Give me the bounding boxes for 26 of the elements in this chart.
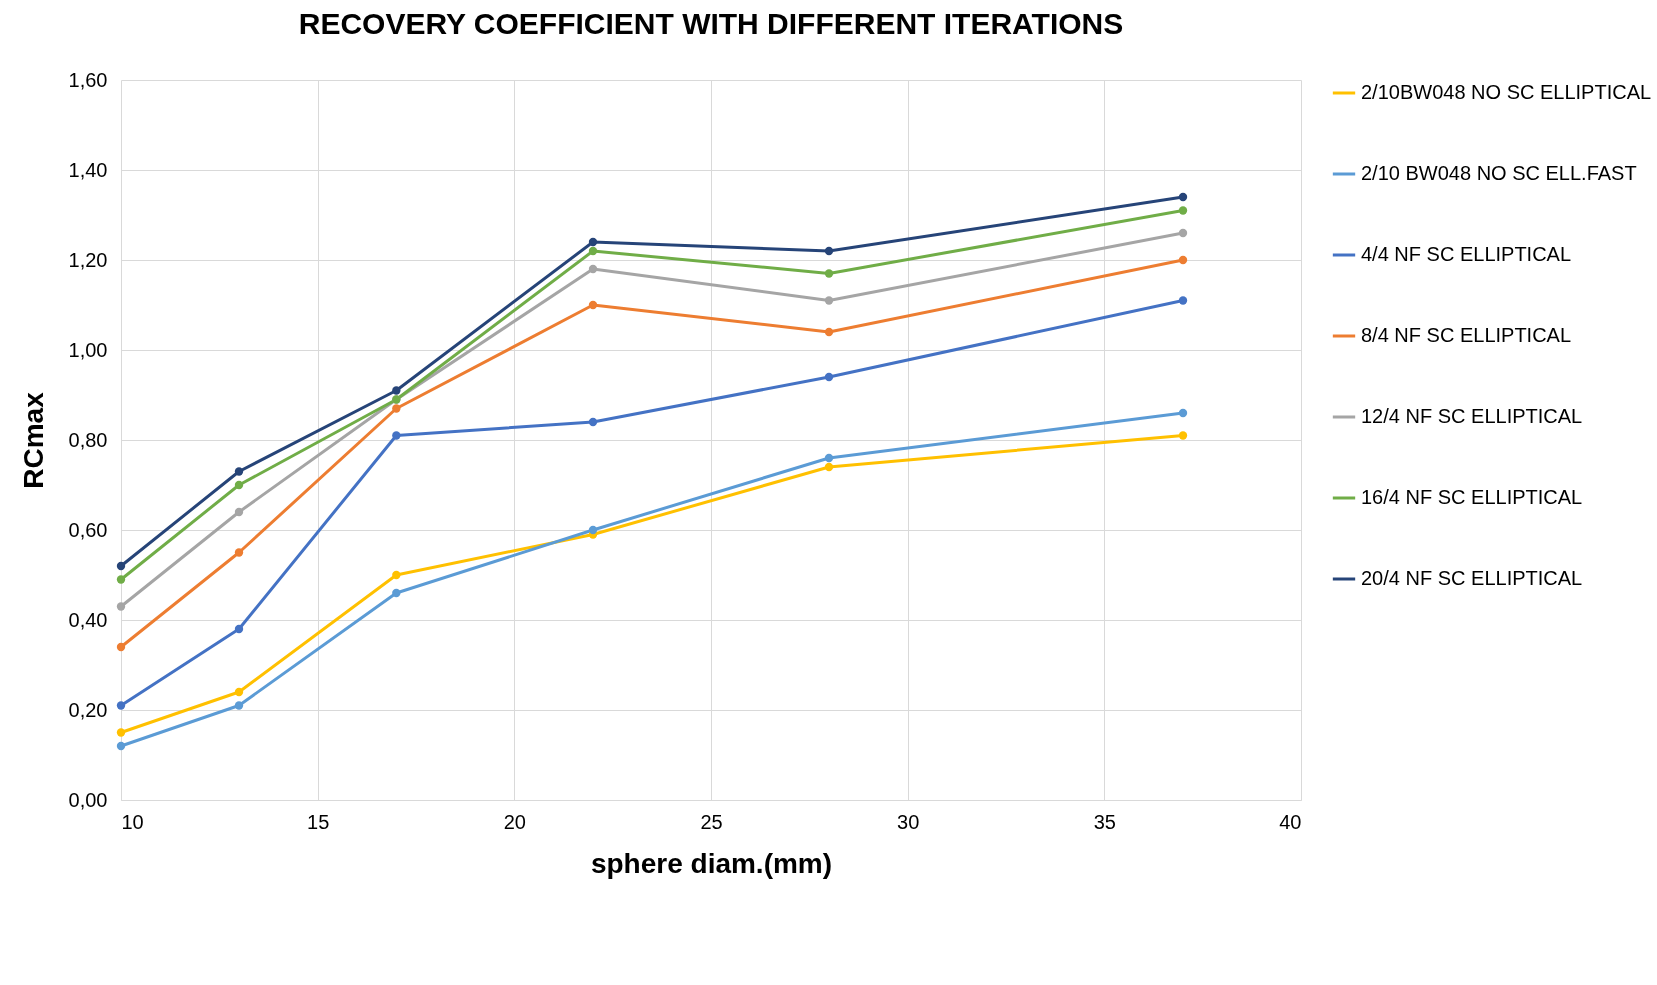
x-axis-title: sphere diam.(mm) [590,847,833,879]
x-tick-label: 25 [700,810,723,833]
y-tick-label: 0,40 [68,608,108,631]
y-tick-label: 1,60 [68,68,108,91]
x-tick-label: 40 [1279,810,1302,833]
x-tick-label: 10 [121,810,144,833]
x-tick-label: 15 [307,810,330,833]
y-tick-label: 0,80 [68,428,108,451]
y-axis-title: RCmax [17,391,49,489]
legend-label: 2/10 BW048 NO SC ELL.FAST [1361,162,1637,184]
y-tick-label: 0,00 [68,788,108,811]
legend-label: 4/4 NF SC ELLIPTICAL [1361,243,1572,265]
y-tick-label: 0,20 [68,698,108,721]
y-tick-label: 1,00 [68,338,108,361]
legend-label: 8/4 NF SC ELLIPTICAL [1361,324,1572,346]
x-tick-label: 35 [1093,810,1116,833]
legend-label: 16/4 NF SC ELLIPTICAL [1361,486,1583,508]
y-tick-label: 1,40 [68,158,108,181]
x-tick-label: 30 [897,810,920,833]
legend-label: 20/4 NF SC ELLIPTICAL [1361,567,1583,589]
y-tick-label: 1,20 [68,248,108,271]
chart-title: RECOVERY COEFFICIENT WITH DIFFERENT ITERATIONS [298,7,1124,40]
x-tick-label: 20 [503,810,526,833]
legend-label: 2/10BW048 NO SC ELLIPTICAL [1361,81,1652,103]
y-tick-label: 0,60 [68,518,108,541]
legend-label: 12/4 NF SC ELLIPTICAL [1361,405,1583,427]
